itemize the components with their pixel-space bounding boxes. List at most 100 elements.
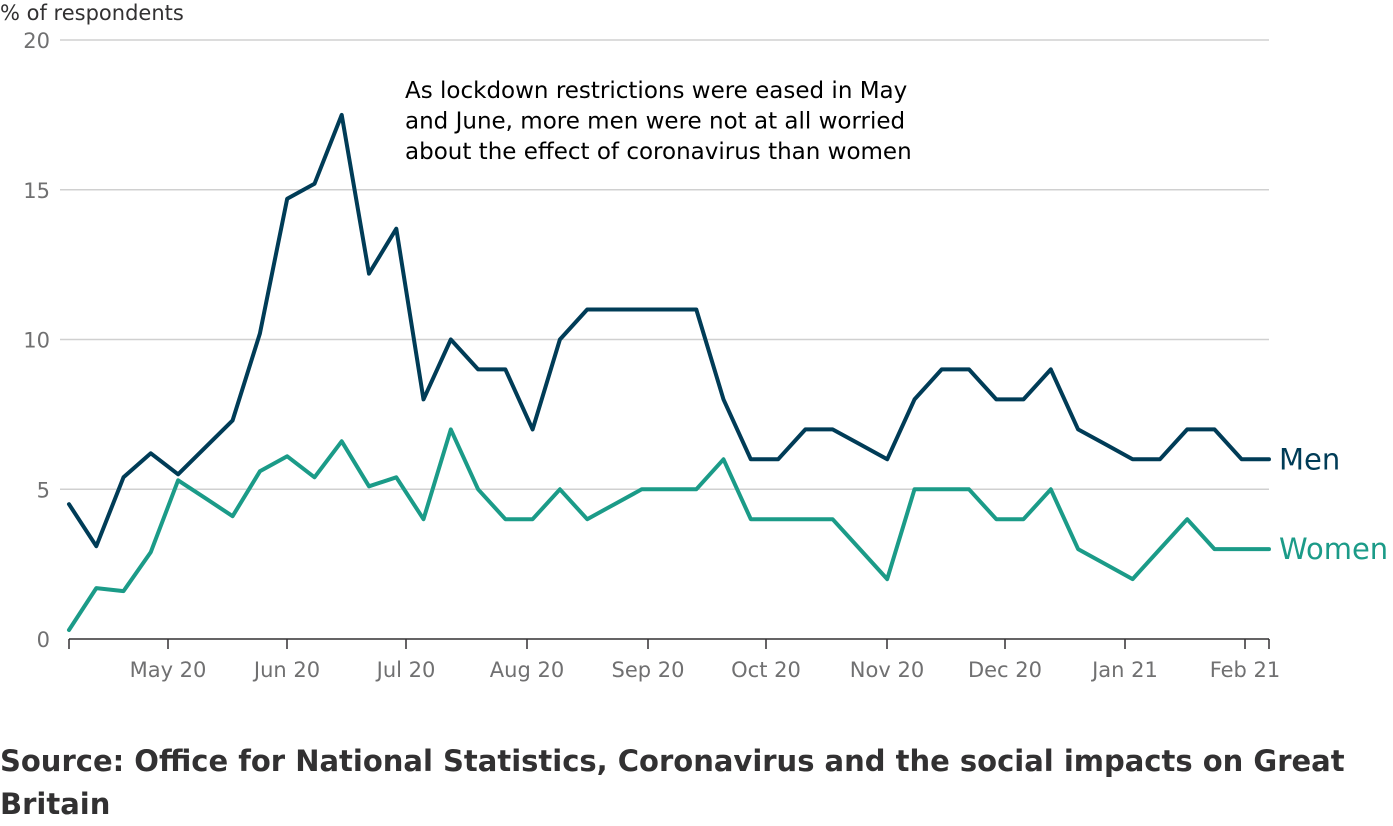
data-point-women (532, 518, 534, 520)
x-tick-label: Jul 20 (375, 658, 436, 682)
annotation-line: As lockdown restrictions were eased in M… (405, 78, 907, 104)
data-point-men (204, 446, 206, 448)
data-point-women (859, 548, 861, 550)
data-point-women (504, 518, 506, 520)
data-point-women (668, 488, 670, 490)
data-point-women (750, 518, 752, 520)
data-point-men (1268, 458, 1270, 460)
data-point-men (532, 428, 534, 430)
data-point-men (995, 398, 997, 400)
data-point-men (1186, 428, 1188, 430)
data-point-women (1077, 548, 1079, 550)
data-point-men (804, 428, 806, 430)
data-point-women (1050, 488, 1052, 490)
data-point-men (95, 545, 97, 547)
data-point-women (286, 455, 288, 457)
data-point-women (341, 440, 343, 442)
data-point-women (123, 590, 125, 592)
data-point-women (232, 515, 234, 517)
data-point-women (95, 587, 97, 589)
data-point-men (777, 458, 779, 460)
data-point-men (450, 339, 452, 340)
data-point-men (1050, 368, 1052, 370)
data-point-men (395, 228, 397, 230)
data-point-women (804, 518, 806, 520)
data-point-men (232, 419, 234, 421)
data-point-women (941, 488, 943, 490)
data-point-men (1241, 458, 1243, 460)
y-tick-label: 10 (23, 329, 50, 353)
x-tick-label: Oct 20 (731, 658, 801, 682)
x-tick-label: Feb 21 (1210, 658, 1281, 682)
x-tick-label: Dec 20 (968, 658, 1042, 682)
data-point-women (695, 488, 697, 490)
line-chart: % of respondents 0 5 10 15 20 May 20 Jun 20 Ju… (0, 1, 1388, 682)
data-point-men (750, 458, 752, 460)
series-line-women (67, 427, 1271, 632)
data-point-women (177, 479, 179, 481)
data-point-women (150, 551, 152, 553)
data-point-women (886, 578, 888, 580)
data-point-women (1132, 578, 1134, 580)
x-tick-label: Jun 20 (252, 658, 320, 682)
data-point-women (723, 458, 725, 460)
data-point-men (968, 368, 970, 370)
data-point-men (368, 273, 370, 275)
data-point-women (1023, 518, 1025, 520)
annotation-line: about the effect of coronavirus than wom… (405, 139, 912, 165)
data-point-men (177, 473, 179, 475)
data-point-women (68, 629, 70, 631)
annotation: As lockdown restrictions were eased in M… (405, 78, 912, 165)
x-tick-label: May 20 (130, 658, 207, 682)
annotation-line: and June, more men were not at all worri… (405, 109, 905, 135)
series-lines: Men Women (67, 112, 1388, 632)
x-axis: May 20 Jun 20 Jul 20 Aug 20 Sep 20 Oct 20 Nov … (68, 638, 1281, 682)
data-point-women (832, 518, 834, 520)
data-point-men (1159, 458, 1161, 460)
data-point-men (286, 198, 288, 200)
data-point-women (204, 497, 206, 499)
data-point-women (395, 476, 397, 478)
data-point-men (941, 368, 943, 370)
series-line-men (67, 112, 1271, 549)
data-point-men (504, 368, 506, 370)
data-point-women (995, 518, 997, 520)
series-label-men: Men (1279, 442, 1340, 476)
data-point-women (1186, 518, 1188, 520)
data-point-men (313, 183, 315, 185)
data-point-women (1268, 548, 1270, 550)
data-point-men (259, 333, 261, 335)
y-tick-label: 20 (23, 29, 50, 53)
data-point-women (450, 428, 452, 430)
y-tick-label: 15 (23, 179, 50, 203)
data-point-women (641, 488, 643, 490)
data-point-men (423, 398, 425, 400)
data-point-men (150, 452, 152, 454)
y-tick-label: 0 (37, 628, 50, 652)
data-point-men (723, 398, 725, 400)
data-point-men (123, 476, 125, 478)
x-tick-label: Aug 20 (490, 658, 564, 682)
data-point-men (886, 458, 888, 460)
data-point-men (1132, 458, 1134, 460)
data-point-men (695, 309, 697, 311)
data-point-women (559, 488, 561, 490)
data-point-men (477, 368, 479, 370)
data-point-women (1241, 548, 1243, 550)
data-point-women (1159, 548, 1161, 550)
data-point-men (1023, 398, 1025, 400)
data-point-women (1213, 548, 1215, 550)
x-tick-label: Nov 20 (850, 658, 924, 682)
data-point-men (613, 309, 615, 311)
data-point-women (313, 476, 315, 478)
x-tick-label: Sep 20 (612, 658, 685, 682)
data-point-men (668, 309, 670, 311)
data-point-men (1077, 428, 1079, 430)
data-point-men (1104, 443, 1106, 445)
data-point-women (1104, 563, 1106, 565)
data-point-women (368, 485, 370, 487)
series-label-women: Women (1279, 532, 1388, 566)
data-point-men (559, 339, 561, 340)
data-point-men (832, 428, 834, 430)
y-tick-label: 5 (37, 478, 50, 502)
